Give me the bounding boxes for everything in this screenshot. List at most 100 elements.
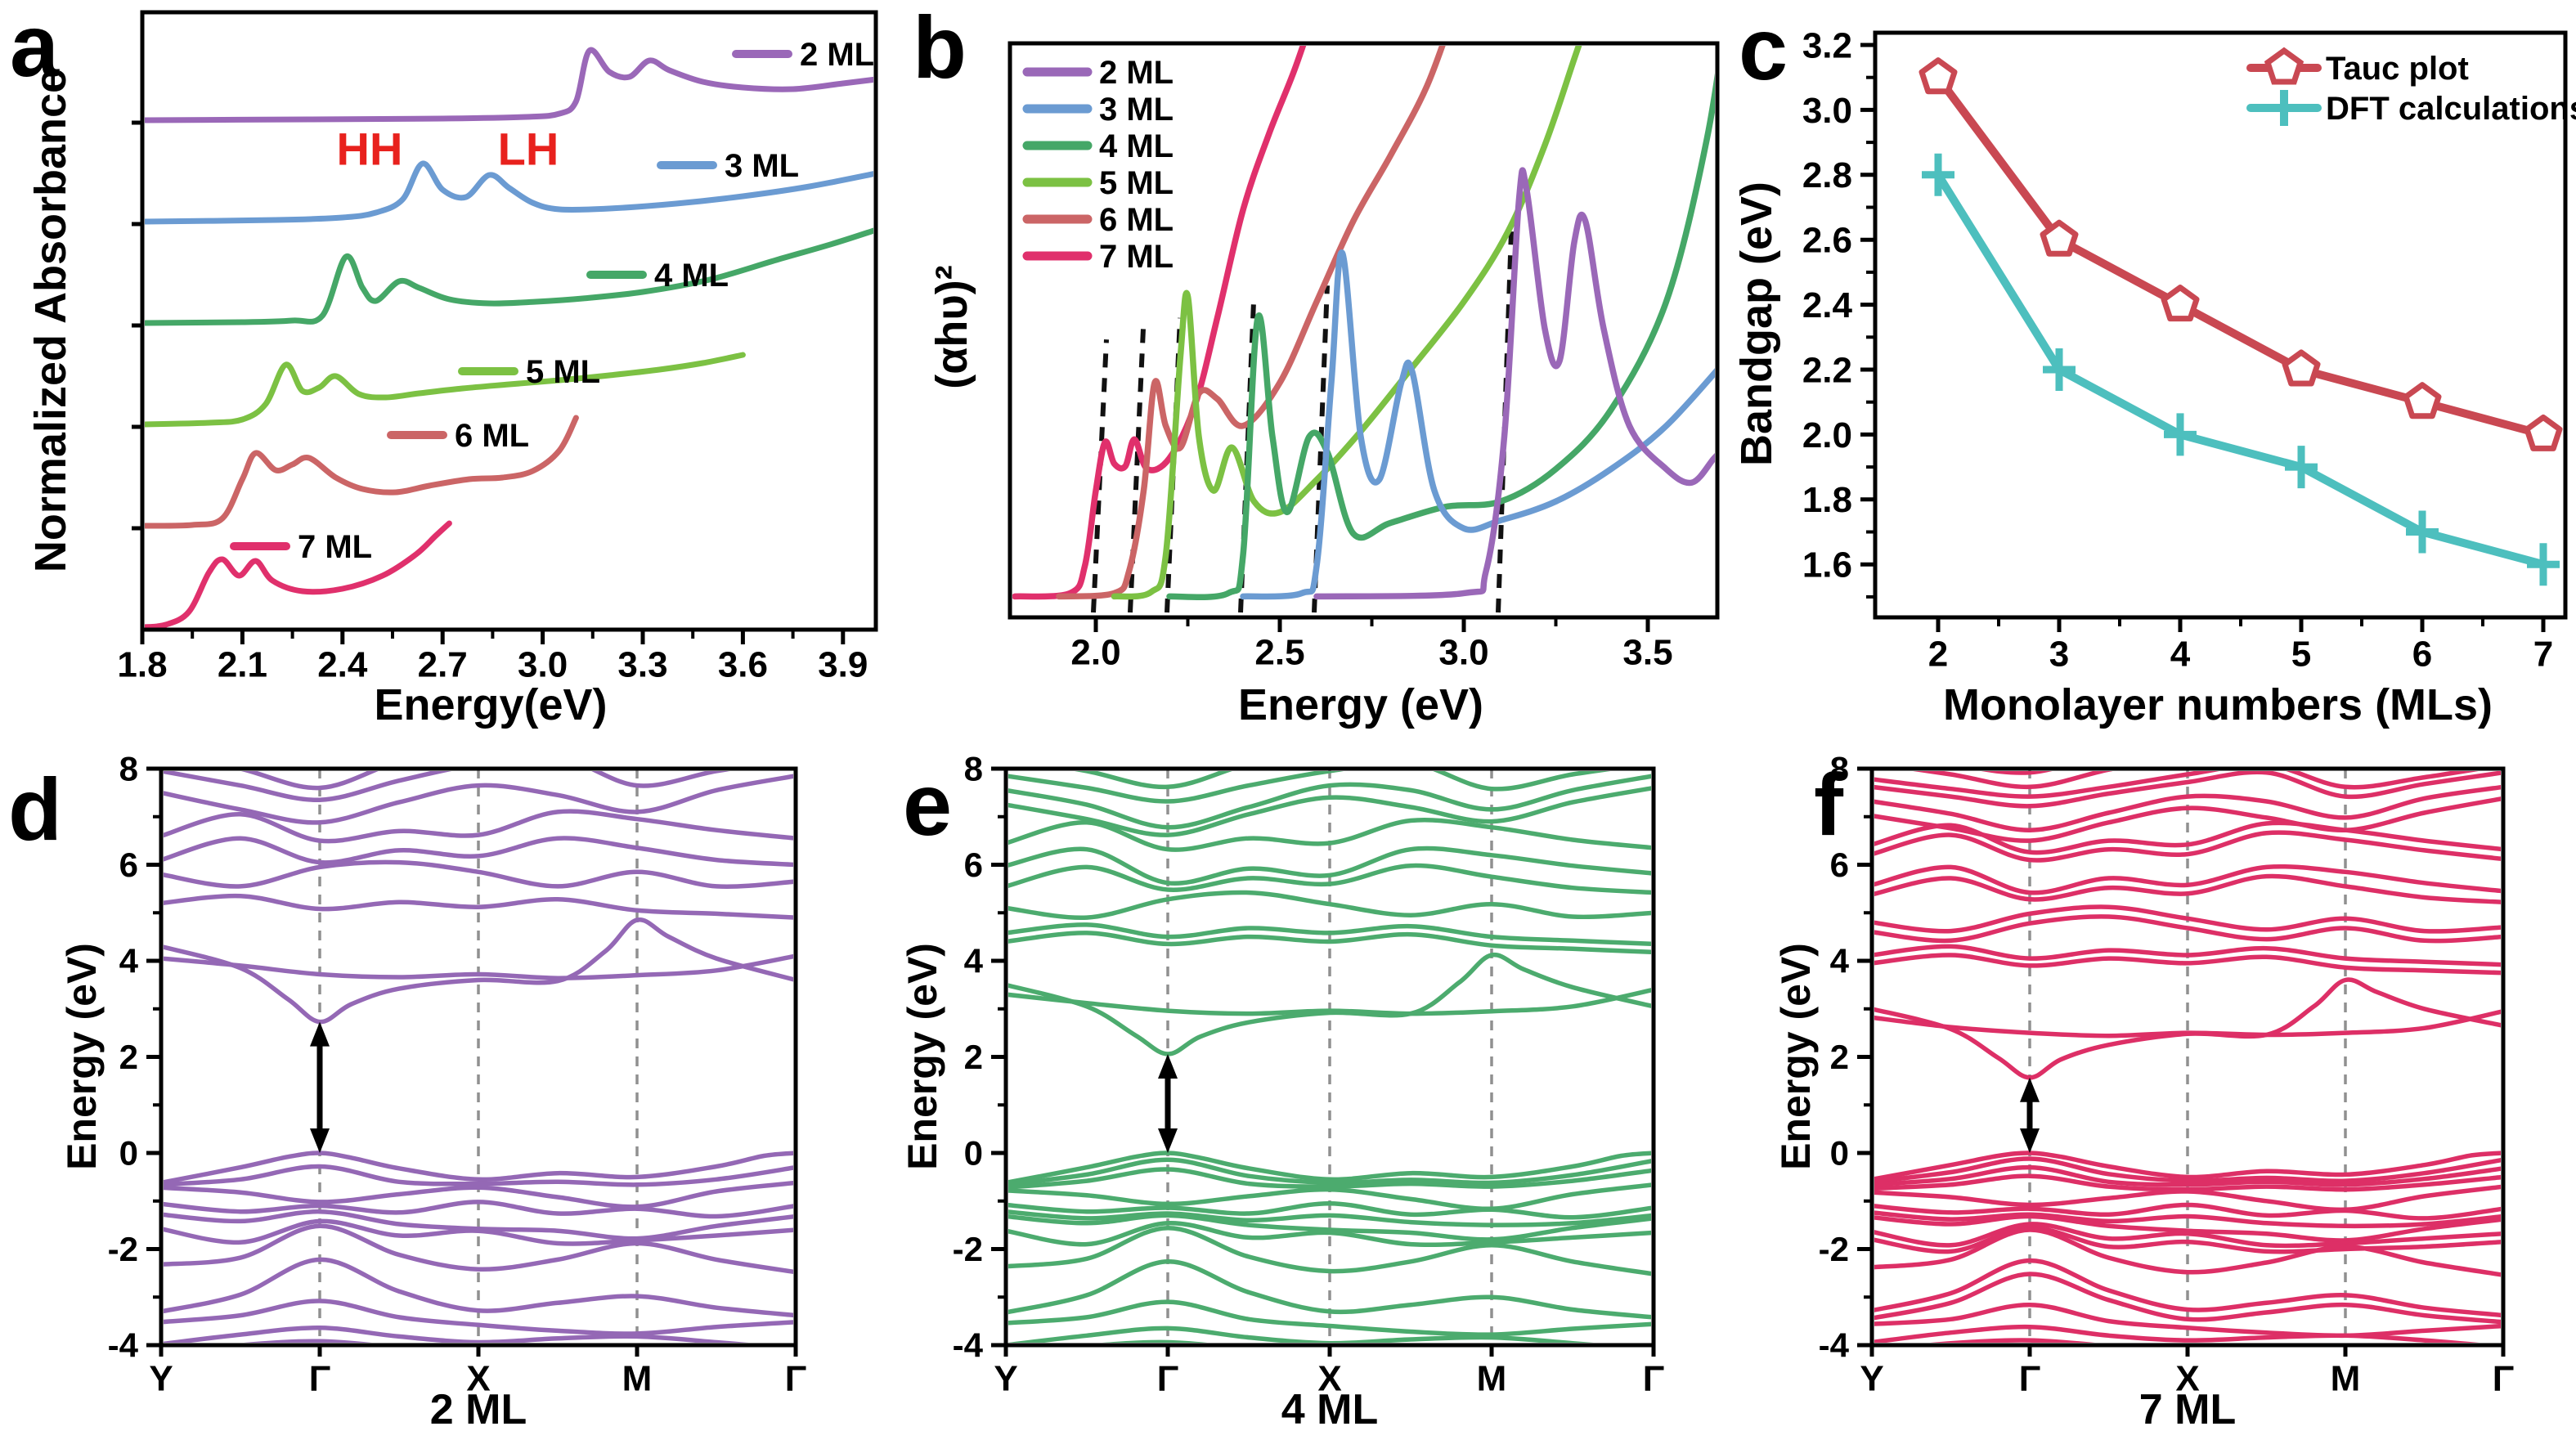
- svg-text:6 ML: 6 ML: [1099, 202, 1174, 238]
- f-band: [1874, 944, 2501, 967]
- svg-text:X: X: [2175, 1358, 2199, 1398]
- svg-text:Γ: Γ: [785, 1358, 806, 1398]
- svg-text:6: 6: [2412, 634, 2432, 674]
- svg-text:3: 3: [2049, 634, 2069, 674]
- d-band: [164, 1218, 793, 1246]
- panel-f-ylabel: Energy (eV): [1773, 943, 1819, 1170]
- svg-text:1.6: 1.6: [1802, 545, 1852, 585]
- b-curve-4ML: [1166, 73, 1715, 601]
- f-band: [1874, 1151, 2501, 1182]
- svg-text:-2: -2: [953, 1230, 983, 1268]
- svg-text:3 ML: 3 ML: [1099, 92, 1174, 128]
- svg-text:2: 2: [1830, 1038, 1849, 1076]
- tauc-pentagon-marker: [2040, 219, 2079, 257]
- d-band: [164, 1164, 793, 1187]
- a-curve-4ML: [145, 227, 873, 326]
- panel-d-ylabel: Energy (eV): [59, 943, 105, 1170]
- svg-text:Γ: Γ: [309, 1358, 330, 1398]
- d-band: [164, 859, 793, 889]
- f-band: [1874, 1222, 2501, 1249]
- svg-text:Tauc plot: Tauc plot: [2326, 51, 2469, 87]
- f-band: [1874, 771, 2501, 809]
- svg-text:X: X: [466, 1358, 490, 1398]
- e-band: [1008, 890, 1651, 921]
- e-band: [1008, 1221, 1651, 1248]
- panel-a-plot: [145, 47, 873, 628]
- svg-text:4: 4: [1830, 942, 1850, 980]
- svg-text:3.6: 3.6: [718, 644, 768, 684]
- svg-text:7 ML: 7 ML: [1099, 239, 1174, 275]
- d-band: [164, 917, 793, 1025]
- svg-text:2.5: 2.5: [1254, 632, 1304, 672]
- svg-text:2.0: 2.0: [1070, 632, 1120, 672]
- c-line-dft: [1934, 173, 2545, 569]
- svg-text:Y: Y: [1860, 1358, 1883, 1398]
- svg-text:-4: -4: [1819, 1326, 1850, 1365]
- panel-b-ylabel: (αhυ)²: [927, 265, 976, 389]
- svg-text:4: 4: [964, 942, 984, 980]
- svg-text:1.8: 1.8: [117, 644, 167, 684]
- svg-text:3.0: 3.0: [518, 644, 568, 684]
- svg-text:Y: Y: [149, 1358, 173, 1398]
- a-curve-6ML: [145, 415, 579, 529]
- d-band: [164, 1180, 793, 1209]
- panel-a-ylabel: Normalized Absorbance: [26, 68, 75, 573]
- lh-annotation: LH: [497, 123, 559, 175]
- svg-text:0: 0: [119, 1134, 138, 1173]
- tauc-pentagon-marker: [2282, 349, 2321, 387]
- f-band: [1874, 1009, 2501, 1038]
- svg-text:4: 4: [2170, 634, 2191, 674]
- panel-b-plot: [1012, 46, 1715, 613]
- svg-text:Γ: Γ: [1643, 1358, 1664, 1398]
- e-band: [1008, 988, 1651, 1016]
- tauc-extrapolation-line: [1091, 339, 1109, 613]
- svg-text:Γ: Γ: [1157, 1358, 1178, 1398]
- e-band: [1008, 1182, 1651, 1211]
- svg-text:2.2: 2.2: [1802, 350, 1852, 390]
- panel-d-bands: [164, 771, 793, 1343]
- panel-b-letter: b: [913, 0, 967, 96]
- svg-text:Y: Y: [994, 1358, 1017, 1398]
- svg-text:2: 2: [964, 1038, 983, 1076]
- svg-text:5 ML: 5 ML: [526, 354, 600, 390]
- svg-text:2: 2: [119, 1038, 138, 1076]
- e-band: [1008, 1259, 1651, 1320]
- a-curve-3ML: [145, 160, 873, 225]
- e-band: [1008, 846, 1651, 886]
- panel-a-letter: a: [10, 0, 60, 95]
- e-band: [1008, 1167, 1651, 1190]
- f-band: [1874, 820, 2501, 855]
- d-band: [164, 809, 793, 844]
- f-band: [1874, 1227, 2501, 1277]
- svg-text:3.9: 3.9: [818, 644, 868, 684]
- f-band: [1874, 904, 2501, 934]
- f-band: [1913, 771, 2113, 790]
- f-band: [1874, 1213, 2501, 1243]
- svg-text:6: 6: [119, 846, 138, 884]
- svg-text:3.3: 3.3: [617, 644, 667, 684]
- e-band: [1008, 1326, 1595, 1343]
- svg-text:-2: -2: [1819, 1230, 1849, 1268]
- e-band: [1008, 1299, 1651, 1337]
- d-band: [164, 1223, 793, 1275]
- d-band: [164, 774, 793, 825]
- a-curve-2ML: [145, 47, 873, 123]
- svg-text:8: 8: [1830, 750, 1849, 788]
- svg-text:2.0: 2.0: [1802, 415, 1852, 455]
- d-band: [240, 771, 379, 791]
- f-band: [1874, 914, 2501, 944]
- f-band: [1874, 1202, 2501, 1221]
- svg-text:7 ML: 7 ML: [298, 529, 372, 565]
- d-band: [164, 1200, 793, 1219]
- svg-text:3 ML: 3 ML: [725, 148, 799, 184]
- panel-e-bands: [1008, 771, 1651, 1343]
- f-band: [1874, 953, 2501, 976]
- f-band: [1874, 1225, 2501, 1254]
- a-curve-5ML: [145, 352, 746, 428]
- f-band: [1874, 1258, 2501, 1318]
- f-band: [1874, 830, 2501, 863]
- svg-text:4: 4: [119, 942, 139, 980]
- d-band: [164, 771, 730, 802]
